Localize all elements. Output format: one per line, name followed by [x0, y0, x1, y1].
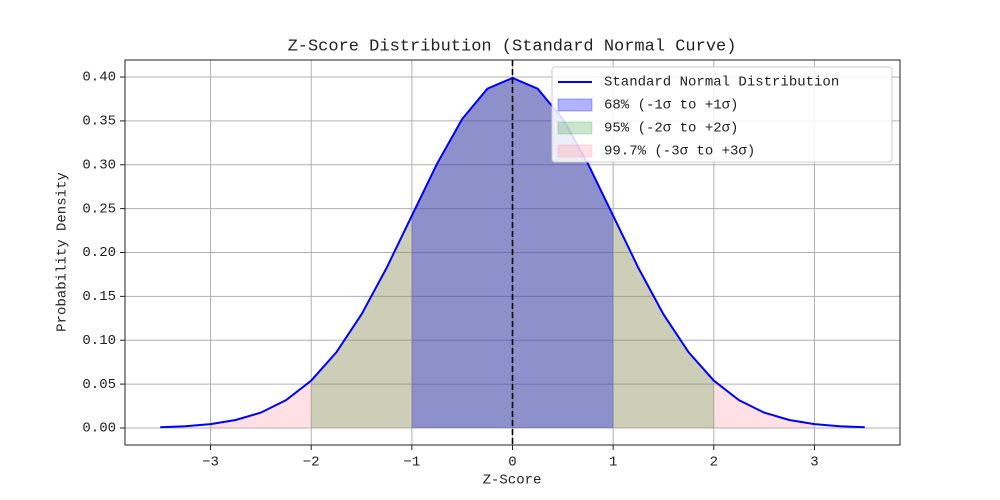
- y-tick-label: 0.35: [82, 114, 116, 130]
- legend: Standard Normal Distribution 68% (-1σ to …: [551, 66, 893, 163]
- x-tick-label: 2: [710, 455, 718, 471]
- legend-swatch: [557, 144, 593, 158]
- x-tick-label: −2: [303, 455, 320, 471]
- x-tick-label: 0: [508, 455, 516, 471]
- legend-label: Standard Normal Distribution: [604, 75, 839, 91]
- y-tick-label: 0.30: [82, 157, 116, 173]
- y-tick-label: 0.00: [82, 421, 116, 437]
- y-tick-label: 0.10: [82, 333, 116, 349]
- chart-title: Z-Score Distribution (Standard Normal Cu…: [288, 37, 737, 56]
- x-tick-label: −3: [202, 455, 219, 471]
- y-axis-label: Probability Density: [55, 172, 71, 332]
- x-tick-label: 3: [810, 455, 818, 471]
- legend-label: 68% (-1σ to +1σ): [604, 98, 738, 114]
- legend-label: 95% (-2σ to +2σ): [604, 121, 738, 137]
- plot-frame: [124, 59, 901, 446]
- x-axis-label: Z-Score: [483, 473, 542, 489]
- y-tick-label: 0.40: [82, 70, 116, 86]
- legend-box: [551, 66, 893, 163]
- legend-label: 99.7% (-3σ to +3σ): [604, 144, 755, 160]
- curve-line: [160, 76, 865, 429]
- y-tick-label: 0.05: [82, 377, 116, 393]
- y-tick-label: 0.15: [82, 289, 116, 305]
- y-tick-label: 0.25: [82, 201, 116, 217]
- x-tick-label: 1: [609, 455, 617, 471]
- x-tick-label: −1: [403, 455, 420, 471]
- y-tick-label: 0.20: [82, 245, 116, 261]
- legend-swatch: [557, 98, 593, 112]
- legend-swatch: [557, 121, 593, 135]
